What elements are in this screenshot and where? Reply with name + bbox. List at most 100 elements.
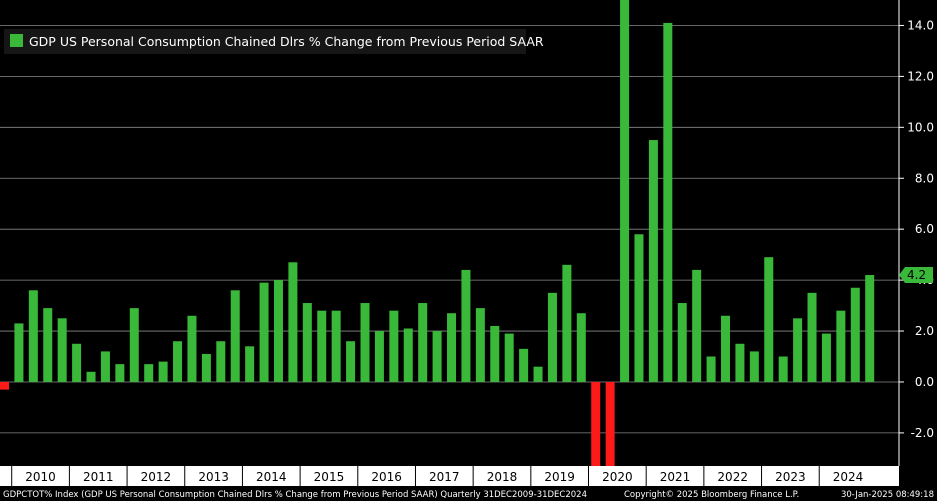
bar (576, 313, 586, 382)
bar (173, 341, 183, 382)
bar (836, 310, 846, 382)
x-tick-label: 2014 (256, 470, 287, 484)
bar (605, 381, 615, 466)
bar (331, 310, 341, 382)
x-tick-label: 2023 (775, 470, 806, 484)
footer-ticker: GDPCTOT% Index (GDP US Personal Consumpt… (3, 490, 587, 500)
bar (620, 0, 630, 382)
bar (663, 22, 673, 382)
bar (374, 331, 384, 382)
y-tick-label: 2.0 (915, 324, 934, 338)
bar (447, 313, 457, 382)
x-axis-labels: 2010 2011 2012 2013 2014 2015 2016 2017 2018 2019… (11, 466, 864, 486)
x-tick-label: 2012 (141, 470, 172, 484)
legend-label: GDP US Personal Consumption Chained Dlrs… (29, 34, 544, 49)
last-value-marker: 4.2 (899, 267, 933, 284)
bar (807, 292, 817, 382)
bar (100, 351, 110, 382)
y-tick-label: 14.0 (907, 18, 934, 32)
bar (273, 280, 283, 382)
bar (302, 303, 312, 382)
bar (490, 325, 500, 382)
x-tick-label: 2011 (83, 470, 114, 484)
bar (547, 292, 557, 382)
bar (461, 269, 471, 382)
bar (519, 348, 529, 382)
x-tick-label: 2013 (198, 470, 229, 484)
bar (216, 341, 226, 382)
last-value-box (899, 267, 933, 284)
bar (144, 364, 154, 382)
bar (821, 333, 831, 382)
bar (793, 318, 803, 382)
bar (389, 310, 399, 382)
bar (14, 323, 24, 382)
bar (245, 346, 255, 382)
y-tick-label: -2.0 (911, 426, 934, 440)
x-tick-label: 2015 (314, 470, 345, 484)
x-tick-label: 2010 (25, 470, 56, 484)
x-tick-label: 2016 (371, 470, 402, 484)
x-tick-label: 2020 (602, 470, 633, 484)
bar (634, 234, 644, 382)
bar (865, 275, 875, 382)
bar (504, 333, 514, 382)
footer-copyright: Copyright© 2025 Bloomberg Finance L.P. (624, 490, 799, 500)
bar (288, 262, 298, 382)
bar (72, 343, 82, 382)
y-axis-ticks: -2.00.02.04.06.08.010.012.014.0 (899, 18, 934, 440)
x-tick-label: 2021 (660, 470, 691, 484)
y-tick-label: 0.0 (915, 375, 934, 389)
x-tick-label: 2017 (429, 470, 460, 484)
bar (432, 331, 442, 382)
bar (187, 315, 197, 382)
bar (129, 308, 139, 382)
x-axis-strip (0, 466, 899, 486)
bar (692, 269, 702, 382)
bar (346, 341, 356, 382)
bar (778, 356, 788, 382)
bar (158, 361, 168, 382)
bar (475, 308, 485, 382)
bar (533, 366, 543, 382)
bar (57, 318, 67, 382)
legend-background (4, 29, 526, 54)
footer: GDPCTOT% Index (GDP US Personal Consumpt… (3, 490, 934, 500)
legend: GDP US Personal Consumption Chained Dlrs… (4, 29, 544, 54)
bar (850, 287, 860, 382)
bar (230, 290, 240, 382)
y-tick-label: 10.0 (907, 120, 934, 134)
bar (360, 303, 370, 382)
legend-swatch (10, 34, 23, 47)
bar (706, 356, 716, 382)
y-tick-label: 6.0 (915, 222, 934, 236)
bar (259, 282, 269, 382)
y-tick-label: 8.0 (915, 171, 934, 185)
bar (43, 308, 53, 382)
y-tick-label: 12.0 (907, 69, 934, 83)
x-tick-label: 2019 (544, 470, 575, 484)
bar (115, 364, 125, 382)
x-tick-label: 2018 (487, 470, 518, 484)
last-value-label: 4.2 (907, 268, 926, 282)
bar (591, 381, 601, 466)
bar (317, 310, 327, 382)
bar (562, 264, 572, 382)
bar (749, 351, 759, 382)
bar (28, 290, 38, 382)
bar (721, 315, 730, 382)
bar (648, 140, 658, 382)
bar (403, 328, 413, 382)
bar (735, 343, 745, 382)
x-tick-label: 2022 (717, 470, 748, 484)
x-tick-label: 2024 (833, 470, 864, 484)
bar (201, 353, 211, 382)
bar (418, 303, 428, 382)
x-axis: 2010 2011 2012 2013 2014 2015 2016 2017 2018 2019… (0, 466, 899, 486)
footer-timestamp: 30-Jan-2025 08:49:18 (841, 490, 934, 500)
bar (0, 381, 9, 390)
bar (764, 257, 774, 382)
bar (677, 303, 687, 382)
